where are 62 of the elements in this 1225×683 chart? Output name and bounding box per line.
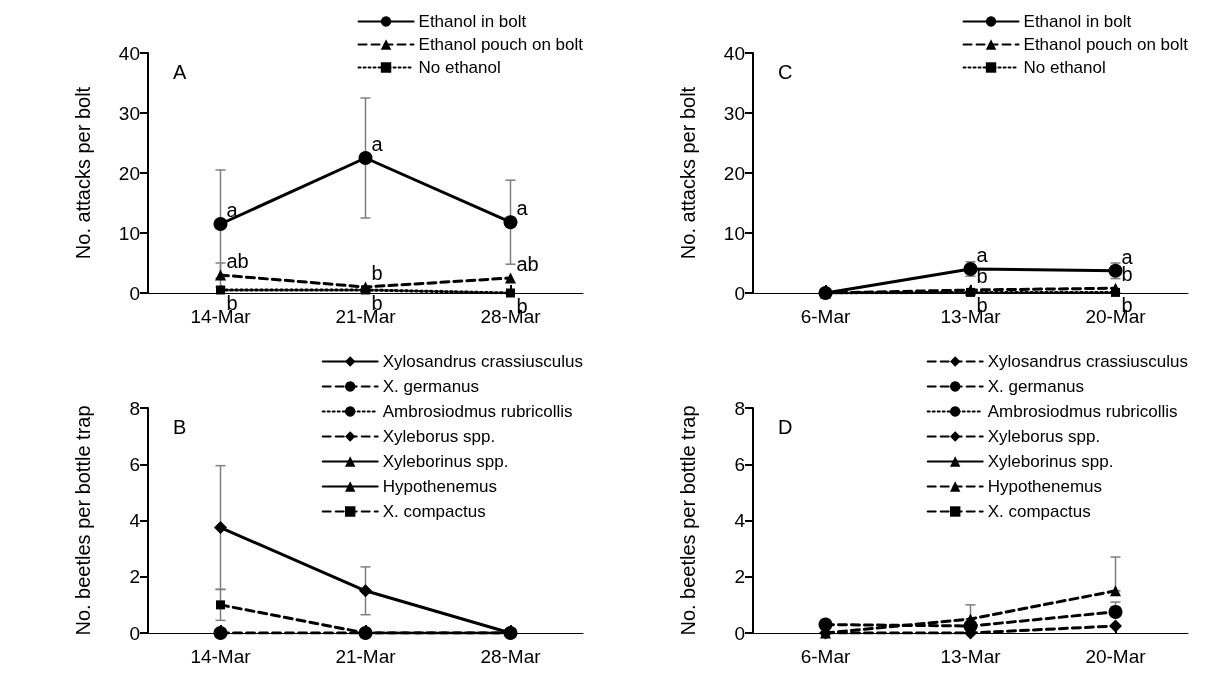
y-tick-label: 10 — [118, 222, 140, 244]
annotation: a — [976, 244, 989, 266]
y-axis-title: No. attacks per bolt — [677, 86, 699, 260]
legend-label: No ethanol — [418, 58, 501, 77]
y-tick-label: 40 — [118, 42, 140, 64]
legend-label: No ethanol — [1023, 58, 1106, 77]
x-tick-label: 6-Mar — [800, 306, 851, 327]
annotation: b — [371, 262, 383, 284]
y-tick-label: 4 — [129, 510, 141, 531]
legend-label: Hypothenemus — [987, 477, 1103, 496]
legend-label: Ethanol in bolt — [1023, 12, 1132, 31]
y-tick-label: 20 — [118, 162, 140, 184]
y-tick-label: 30 — [723, 102, 745, 124]
annotation: ab — [516, 253, 539, 275]
y-tick-label: 40 — [723, 42, 745, 64]
legend-label: Ethanol in bolt — [418, 12, 527, 31]
y-tick-label: 8 — [734, 397, 745, 419]
y-axis-title: No. attacks per bolt — [72, 86, 94, 260]
chart-title: C — [778, 61, 793, 83]
y-tick-label: 2 — [129, 566, 140, 588]
annotation: b — [1121, 263, 1133, 286]
y-tick-label: 20 — [723, 162, 745, 184]
annotation: a — [516, 197, 529, 220]
chart-title: A — [173, 61, 187, 83]
legend-label: Ethanol pouch on bolt — [418, 35, 584, 54]
y-tick-label: 8 — [129, 397, 140, 419]
annotation: ab — [226, 250, 249, 272]
legend-label: Xyleborus spp. — [987, 427, 1101, 446]
x-tick-label: 20-Mar — [1085, 646, 1147, 667]
legend-label: X. compactus — [987, 502, 1091, 521]
y-tick-label: 0 — [129, 282, 140, 304]
legend-label: Xyleborus spp. — [382, 427, 496, 446]
legend-label: Ambrosiodmus rubricollis — [987, 402, 1178, 421]
y-tick-label: 30 — [118, 102, 140, 124]
annotation: a — [371, 133, 384, 155]
legend-label: Hypothenemus — [382, 477, 498, 496]
y-tick-label: 2 — [734, 566, 745, 588]
legend-label: Xylosandrus crassiusculus — [987, 352, 1189, 371]
y-tick-label: 6 — [734, 453, 745, 475]
y-tick-label: 0 — [734, 282, 745, 304]
y-axis-title: No. beetles per bottle trap — [677, 405, 699, 636]
chart-title: B — [173, 416, 187, 438]
y-tick-label: 0 — [734, 622, 745, 644]
legend-label: Xylosandrus crassiusculus — [382, 352, 584, 371]
y-tick-label: 4 — [734, 510, 746, 531]
legend-label: Xyleborinus spp. — [382, 452, 509, 471]
legend-label: X. germanus — [987, 377, 1085, 396]
y-axis-title: No. beetles per bottle trap — [72, 405, 94, 636]
legend-label: Ambrosiodmus rubricollis — [382, 402, 573, 421]
legend-label: X. compactus — [382, 502, 486, 521]
y-tick-label: 10 — [723, 222, 745, 244]
legend-label: X. germanus — [382, 377, 480, 396]
legend-label: Ethanol pouch on bolt — [1023, 35, 1189, 54]
x-tick-label: 28-Mar — [480, 646, 542, 667]
y-tick-label: 6 — [129, 453, 140, 475]
x-tick-label: 6-Mar — [800, 646, 851, 667]
x-tick-label: 21-Mar — [335, 646, 397, 667]
y-tick-label: 0 — [129, 622, 140, 644]
x-tick-label: 14-Mar — [190, 646, 252, 667]
legend-label: Xyleborinus spp. — [987, 452, 1114, 471]
chart-title: D — [778, 416, 793, 438]
x-tick-label: 13-Mar — [940, 646, 1002, 667]
